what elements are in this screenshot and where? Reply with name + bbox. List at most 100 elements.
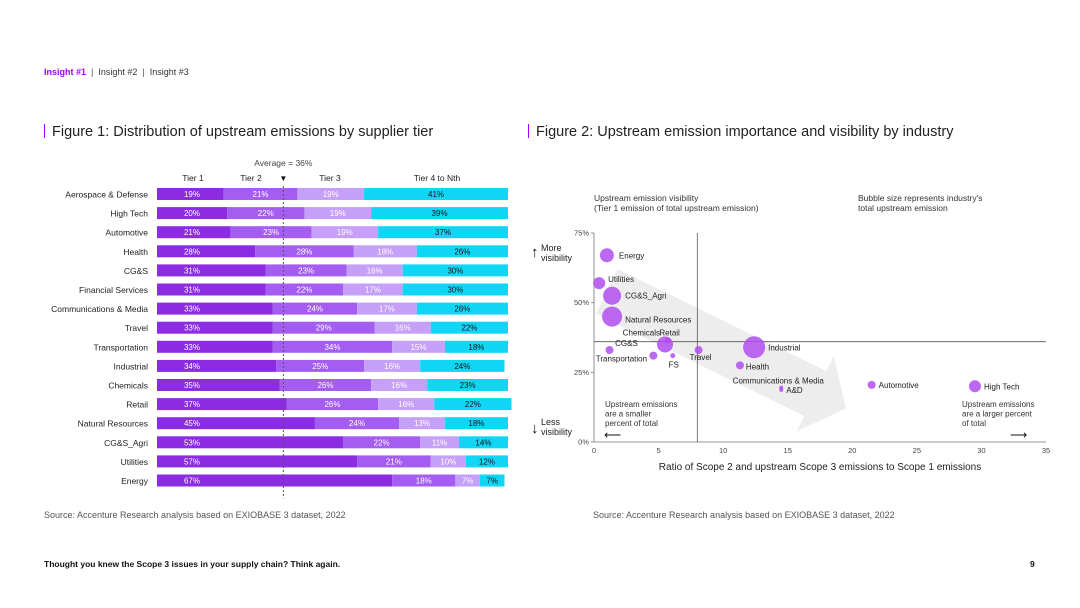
category-label: Chemicals bbox=[108, 381, 148, 391]
data-point bbox=[968, 380, 981, 393]
bar-segment bbox=[157, 417, 315, 430]
data-point bbox=[602, 306, 623, 327]
bar-segment bbox=[157, 283, 266, 296]
bubble-size-note: total upstream emission bbox=[858, 203, 948, 213]
data-label: 16% bbox=[391, 381, 407, 390]
data-label: 33% bbox=[184, 343, 200, 352]
figure2-source: Source: Accenture Research analysis base… bbox=[593, 510, 895, 520]
point-label: Travel bbox=[690, 353, 712, 362]
bar-segment bbox=[223, 188, 298, 200]
x-tick-label: 30 bbox=[977, 446, 985, 455]
bar-segment bbox=[157, 207, 228, 220]
bar-segment bbox=[364, 188, 508, 200]
category-label: Retail bbox=[126, 400, 148, 410]
figure1-source: Source: Accenture Research analysis base… bbox=[44, 510, 346, 520]
data-point bbox=[670, 353, 676, 359]
point-label: Transportation bbox=[596, 355, 647, 364]
data-label: 57% bbox=[184, 457, 200, 466]
nav-insight-2[interactable]: Insight #2 bbox=[98, 67, 138, 77]
data-label: 22% bbox=[461, 324, 477, 333]
category-label: Transportation bbox=[94, 342, 149, 352]
data-label: 21% bbox=[386, 457, 402, 466]
data-label: 24% bbox=[349, 419, 365, 428]
nav-insight-1[interactable]: Insight #1 bbox=[44, 67, 87, 77]
data-label: 16% bbox=[367, 266, 383, 275]
data-label: 26% bbox=[454, 305, 470, 314]
data-label: 28% bbox=[296, 247, 312, 256]
data-label: 15% bbox=[410, 343, 426, 352]
bar-segment bbox=[416, 245, 508, 258]
point-label: Chemicals bbox=[623, 328, 660, 337]
bar-segment bbox=[371, 379, 428, 391]
data-point bbox=[603, 286, 622, 305]
data-label: 16% bbox=[384, 362, 400, 371]
data-label: 19% bbox=[337, 228, 353, 237]
data-label: 18% bbox=[416, 477, 432, 486]
data-label: 34% bbox=[324, 343, 340, 352]
data-label: 19% bbox=[184, 190, 200, 199]
data-label: 28% bbox=[184, 247, 200, 256]
data-point bbox=[599, 248, 614, 263]
y-tick-label: 75% bbox=[574, 229, 589, 238]
data-label: 10% bbox=[440, 457, 456, 466]
title-accent-bar bbox=[44, 124, 45, 138]
data-label: 17% bbox=[365, 286, 381, 295]
x-tick-label: 5 bbox=[656, 446, 660, 455]
data-label: 41% bbox=[428, 190, 444, 199]
bubble-size-note: Bubble size represents industry's bbox=[858, 193, 982, 203]
more-visibility-label: More bbox=[541, 243, 562, 253]
figure2-title: Figure 2: Upstream emission importance a… bbox=[528, 124, 953, 140]
bar-segment bbox=[157, 379, 280, 391]
bar-segment bbox=[157, 359, 277, 372]
bar-segment bbox=[314, 417, 400, 430]
data-label: 21% bbox=[184, 228, 200, 237]
category-label: Utilities bbox=[121, 457, 148, 467]
more-visibility-arrow: ↑ bbox=[531, 244, 539, 261]
bar-segment bbox=[279, 379, 372, 391]
data-label: 18% bbox=[377, 247, 393, 256]
data-label: 24% bbox=[307, 305, 323, 314]
data-label: 12% bbox=[479, 457, 495, 466]
data-point bbox=[743, 336, 766, 359]
y-axis-title: Upstream emission visibility bbox=[594, 193, 699, 203]
data-label: 26% bbox=[454, 247, 470, 256]
bar-segment bbox=[444, 340, 508, 353]
category-label: Travel bbox=[125, 323, 148, 333]
bar-segment bbox=[357, 302, 417, 315]
bar-segment bbox=[297, 188, 365, 200]
bar-segment bbox=[371, 207, 508, 220]
data-label: 35% bbox=[184, 381, 200, 390]
data-label: 31% bbox=[184, 266, 200, 275]
less-visibility-label: Less bbox=[541, 417, 561, 427]
data-point bbox=[779, 387, 784, 392]
data-label: 29% bbox=[316, 324, 332, 333]
data-label: 31% bbox=[184, 286, 200, 295]
data-label: 53% bbox=[184, 438, 200, 447]
point-label: CG&S_Agri bbox=[625, 292, 667, 301]
data-label: 23% bbox=[263, 228, 279, 237]
nav-insight-3[interactable]: Insight #3 bbox=[149, 67, 189, 77]
figure1-chart: Aerospace & Defense 19% 21% 19% 41% High Tech… bbox=[51, 158, 512, 499]
point-label: Natural Resources bbox=[625, 316, 691, 325]
data-label: 13% bbox=[414, 419, 430, 428]
trend-arrow bbox=[595, 269, 846, 432]
bar-segment bbox=[265, 264, 347, 277]
bar-segment bbox=[427, 379, 508, 391]
bar-segment bbox=[357, 455, 431, 468]
point-label: Automotive bbox=[879, 381, 920, 390]
bar-segment bbox=[416, 302, 508, 315]
point-label: Industrial bbox=[768, 343, 801, 352]
bar-segment bbox=[272, 302, 358, 315]
legend-entry: Tier 1 bbox=[182, 173, 204, 183]
data-label: 45% bbox=[184, 419, 200, 428]
bar-segment bbox=[458, 436, 508, 449]
data-label: 33% bbox=[184, 324, 200, 333]
data-label: 14% bbox=[475, 438, 491, 447]
less-visibility-arrow: ↓ bbox=[531, 420, 539, 437]
bar-segment bbox=[157, 264, 266, 277]
data-label: 18% bbox=[468, 343, 484, 352]
bar-segment bbox=[399, 417, 445, 430]
bar-segment bbox=[157, 455, 358, 468]
insight-nav: Insight #1 | Insight #2 | Insight #3 bbox=[44, 67, 189, 77]
bar-segment bbox=[402, 264, 508, 277]
